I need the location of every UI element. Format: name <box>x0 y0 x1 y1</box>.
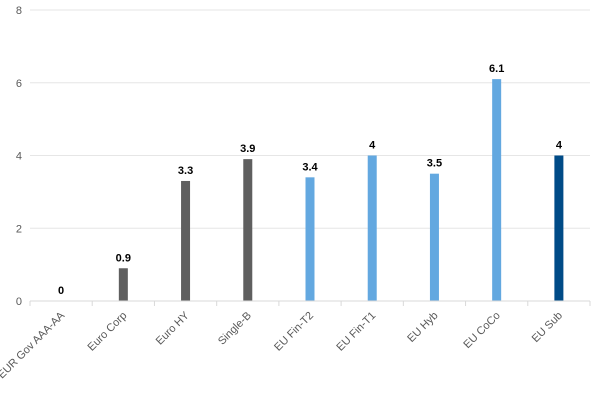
data-label: 3.5 <box>427 158 442 170</box>
data-label: 3.9 <box>240 143 255 155</box>
x-axis <box>29 300 591 306</box>
x-category-label: Euro Corp <box>86 310 130 354</box>
x-category-label: EU Fin-T1 <box>334 310 378 354</box>
data-label: 4 <box>369 140 376 152</box>
x-axis-category-labels: EUR Gov AAA-AA Euro Corp Euro HY Single-B EU… <box>0 309 565 381</box>
bar <box>243 159 253 301</box>
bar <box>305 177 315 301</box>
data-label: 0.9 <box>116 252 131 264</box>
y-tick-label: 8 <box>16 5 22 17</box>
x-category-label: EU Fin-T2 <box>272 310 316 354</box>
bar <box>492 79 502 301</box>
data-label: 0 <box>58 285 64 297</box>
x-category-label: EUR Gov AAA-AA <box>0 309 68 381</box>
bar <box>181 180 191 301</box>
data-label: 3.3 <box>178 165 193 177</box>
x-category-label: EU CoCo <box>461 310 502 351</box>
x-category-label: EU Sub <box>530 310 565 345</box>
x-category-label: EU Hyb <box>405 310 440 345</box>
bar <box>118 268 128 301</box>
y-tick-label: 2 <box>16 223 22 235</box>
y-axis-tick-labels: 0 2 4 6 8 <box>16 5 22 308</box>
data-label: 4 <box>556 140 563 152</box>
x-category-label: Single-B <box>216 310 254 348</box>
bar <box>367 155 377 301</box>
bar <box>429 173 439 301</box>
data-label: 3.4 <box>302 161 318 173</box>
y-tick-label: 6 <box>16 78 22 90</box>
data-label: 6.1 <box>489 63 504 75</box>
bars <box>118 79 564 301</box>
data-labels: 0 0.9 3.3 3.9 3.4 4 3.5 6.1 4 <box>58 63 563 297</box>
y-tick-label: 4 <box>16 151 22 163</box>
bar <box>554 155 564 301</box>
y-tick-label: 0 <box>16 296 22 308</box>
x-category-label: Euro HY <box>154 309 192 347</box>
